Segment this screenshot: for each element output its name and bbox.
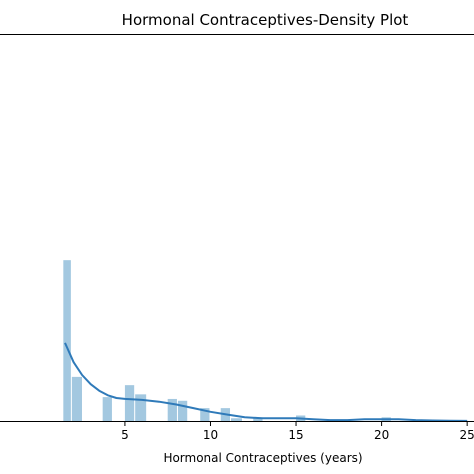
x-tick-label: 5 <box>121 428 129 442</box>
plot-area <box>63 260 468 422</box>
chart-title: Hormonal Contraceptives-Density Plot <box>122 11 409 29</box>
histogram-bar <box>177 400 188 421</box>
histogram-bar <box>124 385 135 421</box>
histogram-bar <box>63 260 71 421</box>
x-tick-label: 25 <box>460 428 474 442</box>
histogram-bar <box>135 394 147 421</box>
x-tick-label: 10 <box>203 428 218 442</box>
histogram-bar <box>253 417 263 421</box>
histogram-bar <box>102 397 112 421</box>
x-tick-label: 20 <box>374 428 389 442</box>
density-curve <box>64 342 468 422</box>
histogram-bar <box>200 408 210 421</box>
histogram-bars <box>63 260 391 421</box>
x-axis-ticks: 5 10 15 20 25 <box>121 421 474 442</box>
x-tick-label: 15 <box>288 428 303 442</box>
histogram-bar <box>71 376 82 421</box>
x-axis-label: Hormonal Contraceptives (years) <box>163 451 362 465</box>
histogram-bar <box>167 398 177 421</box>
histogram-bar <box>231 418 242 421</box>
